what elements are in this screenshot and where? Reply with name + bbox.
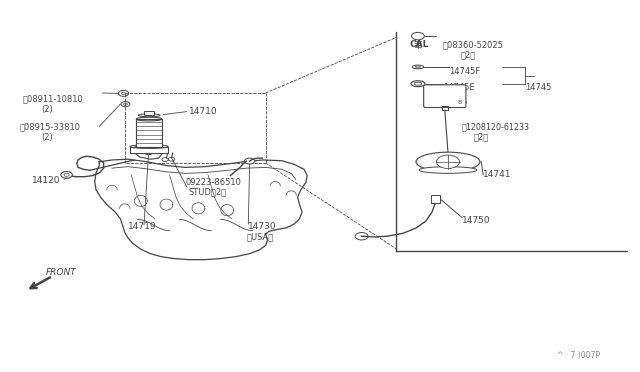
Text: 14750: 14750 xyxy=(462,216,491,225)
Ellipse shape xyxy=(414,82,422,85)
Circle shape xyxy=(61,171,72,178)
Text: 14730: 14730 xyxy=(248,222,277,231)
Text: STUD（2）: STUD（2） xyxy=(189,188,227,197)
Text: 14710: 14710 xyxy=(189,107,218,116)
Text: ^ · 7 )007P: ^ · 7 )007P xyxy=(557,351,600,360)
Bar xyxy=(144,111,154,115)
Text: 14120: 14120 xyxy=(32,176,61,185)
Text: ＜USA＞: ＜USA＞ xyxy=(246,233,274,242)
Text: (2): (2) xyxy=(42,133,53,142)
Text: Ⓝ08360-52025: Ⓝ08360-52025 xyxy=(443,40,504,49)
Text: 09223-86510: 09223-86510 xyxy=(186,178,241,187)
Bar xyxy=(431,195,440,203)
Circle shape xyxy=(436,155,460,169)
Ellipse shape xyxy=(419,167,477,173)
Text: ⓝ08911-10810: ⓝ08911-10810 xyxy=(22,94,83,103)
Ellipse shape xyxy=(415,66,420,68)
Text: 14745E: 14745E xyxy=(443,83,474,92)
Text: (2): (2) xyxy=(42,105,53,114)
Ellipse shape xyxy=(412,65,424,69)
FancyBboxPatch shape xyxy=(424,85,466,108)
Text: 14745: 14745 xyxy=(525,83,551,92)
Ellipse shape xyxy=(411,81,425,87)
Bar xyxy=(136,119,162,147)
Text: 14745F: 14745F xyxy=(449,67,481,76)
Circle shape xyxy=(435,92,454,103)
Text: ⑂1208120-61233: ⑂1208120-61233 xyxy=(462,122,530,131)
Text: FRONT: FRONT xyxy=(46,268,77,277)
Circle shape xyxy=(453,99,466,106)
Text: （2）: （2） xyxy=(474,132,489,141)
Circle shape xyxy=(145,150,152,155)
Text: （2）: （2） xyxy=(461,50,476,59)
Text: CAL: CAL xyxy=(410,40,429,49)
Circle shape xyxy=(244,158,255,164)
Ellipse shape xyxy=(416,152,480,171)
Text: 14741: 14741 xyxy=(483,170,512,179)
Bar xyxy=(130,147,168,153)
Circle shape xyxy=(412,32,424,40)
Circle shape xyxy=(355,232,368,240)
Text: Ⓠ08915-33810: Ⓠ08915-33810 xyxy=(19,122,80,131)
Text: 14719: 14719 xyxy=(128,222,157,231)
Text: B: B xyxy=(458,100,461,105)
